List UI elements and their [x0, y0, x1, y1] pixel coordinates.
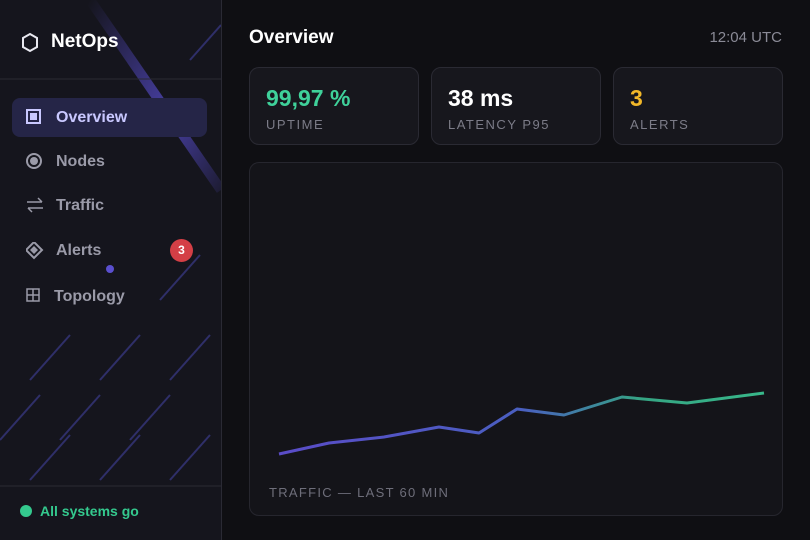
nav-label: Overview [56, 109, 128, 126]
nav-label: Traffic [56, 197, 105, 214]
stat-label: ALERTS [630, 117, 690, 132]
traffic-panel: TRAFFIC — LAST 60 MIN [249, 162, 783, 516]
panel-caption: TRAFFIC — LAST 60 MIN [269, 485, 450, 500]
nav-item[interactable]: Topology [12, 277, 207, 316]
icon [26, 109, 41, 124]
sidebar-decoration [0, 0, 221, 517]
nav-item[interactable]: Overview [12, 98, 207, 137]
icon [26, 153, 42, 169]
stat-label: LATENCY P95 [448, 117, 551, 132]
nav-item[interactable]: Traffic [12, 186, 207, 225]
icon [27, 197, 43, 213]
badge: 3 [170, 239, 193, 262]
nav-label: Alerts [56, 242, 102, 259]
stat-value: 3 [630, 85, 643, 111]
nav-item[interactable]: Alerts 3 [12, 231, 207, 270]
stat-card: 99,97 % UPTIME [249, 67, 419, 145]
stat-value: 38 ms [448, 85, 514, 111]
icon [26, 288, 40, 302]
page-title: Overview [249, 27, 334, 48]
stat-value: 99,97 % [266, 85, 351, 111]
stat-label: UPTIME [266, 117, 325, 132]
nav-label: Topology [54, 288, 125, 305]
nav-item[interactable]: Nodes [12, 142, 207, 181]
stat-card: 38 ms LATENCY P95 [431, 67, 601, 145]
status: All systems go [40, 503, 139, 519]
brand: NetOps [51, 31, 119, 52]
clock: 12:04 UTC [709, 29, 782, 46]
nav-label: Nodes [56, 153, 105, 170]
icon [26, 242, 44, 260]
stat-card: 3 ALERTS [613, 67, 783, 145]
traffic-line [278, 391, 765, 456]
sidebar: NetOps Overview Nodes Traffic Alerts 3 T… [0, 0, 222, 540]
